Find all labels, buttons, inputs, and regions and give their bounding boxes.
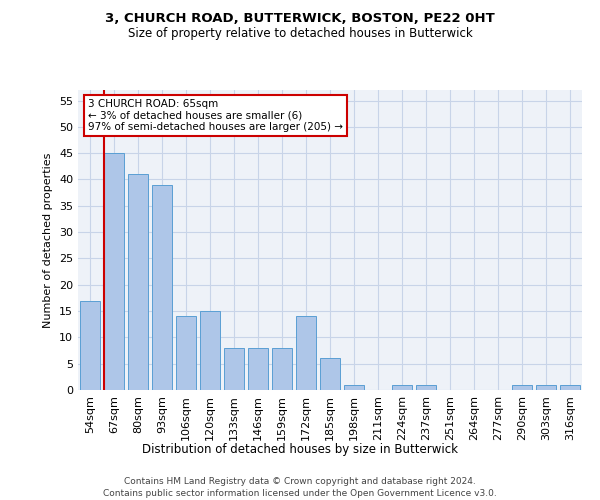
Bar — [128, 174, 148, 390]
Text: Contains public sector information licensed under the Open Government Licence v3: Contains public sector information licen… — [103, 489, 497, 498]
Y-axis label: Number of detached properties: Number of detached properties — [43, 152, 53, 328]
Bar — [176, 316, 196, 390]
Text: Distribution of detached houses by size in Butterwick: Distribution of detached houses by size … — [142, 442, 458, 456]
Bar — [512, 384, 532, 390]
Bar — [344, 384, 364, 390]
Text: Contains HM Land Registry data © Crown copyright and database right 2024.: Contains HM Land Registry data © Crown c… — [124, 478, 476, 486]
Bar — [224, 348, 244, 390]
Bar — [200, 311, 220, 390]
Bar — [272, 348, 292, 390]
Bar — [560, 384, 580, 390]
Bar — [416, 384, 436, 390]
Bar — [320, 358, 340, 390]
Bar — [392, 384, 412, 390]
Bar — [536, 384, 556, 390]
Text: 3 CHURCH ROAD: 65sqm
← 3% of detached houses are smaller (6)
97% of semi-detache: 3 CHURCH ROAD: 65sqm ← 3% of detached ho… — [88, 99, 343, 132]
Bar — [104, 153, 124, 390]
Text: 3, CHURCH ROAD, BUTTERWICK, BOSTON, PE22 0HT: 3, CHURCH ROAD, BUTTERWICK, BOSTON, PE22… — [105, 12, 495, 26]
Text: Size of property relative to detached houses in Butterwick: Size of property relative to detached ho… — [128, 28, 472, 40]
Bar — [80, 300, 100, 390]
Bar — [296, 316, 316, 390]
Bar — [152, 184, 172, 390]
Bar — [248, 348, 268, 390]
